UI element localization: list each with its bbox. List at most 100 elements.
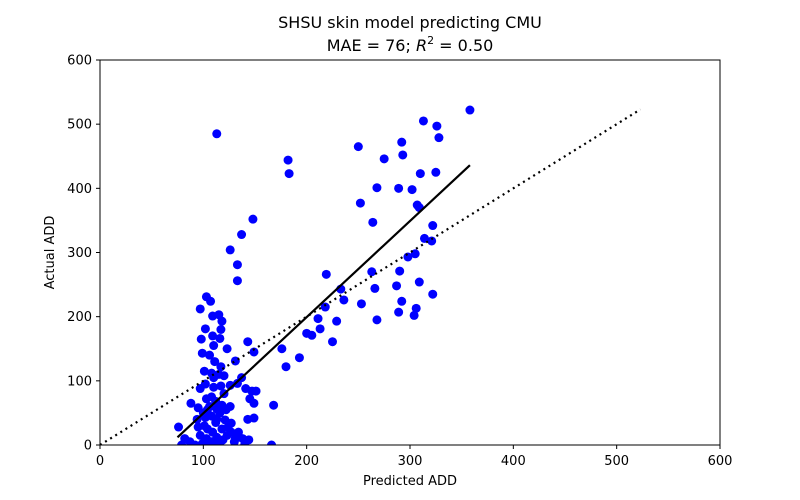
- data-point: [379, 154, 389, 164]
- data-point: [428, 221, 438, 231]
- regression-line: [176, 164, 471, 439]
- data-point: [397, 137, 407, 147]
- data-point: [313, 314, 323, 324]
- data-point: [355, 198, 365, 208]
- data-point: [225, 245, 235, 255]
- data-point: [237, 230, 247, 240]
- data-point: [372, 183, 382, 193]
- data-point: [418, 116, 428, 126]
- data-point: [215, 440, 225, 445]
- data-point: [307, 330, 317, 340]
- data-point: [222, 344, 232, 354]
- data-point: [315, 324, 325, 334]
- data-point: [230, 434, 240, 444]
- data-point: [370, 283, 380, 293]
- x-axis-label: Predicted ADD: [363, 474, 457, 489]
- data-point: [394, 183, 404, 193]
- data-point: [186, 398, 196, 408]
- data-point: [339, 295, 349, 305]
- data-point: [332, 316, 342, 326]
- data-point: [415, 169, 425, 179]
- x-tick-label: 200: [294, 454, 319, 469]
- data-point: [216, 362, 226, 372]
- data-point: [394, 307, 404, 317]
- data-point: [367, 267, 377, 277]
- data-point: [205, 350, 215, 360]
- x-tick-label: 0: [96, 454, 104, 469]
- data-point: [177, 440, 187, 445]
- data-point: [403, 252, 413, 262]
- data-point: [195, 304, 205, 314]
- data-point: [215, 408, 225, 418]
- x-tick-label: 500: [604, 454, 629, 469]
- data-point: [216, 325, 226, 334]
- chart-subtitle: MAE = 76; R2 = 0.50: [327, 34, 494, 55]
- data-point: [328, 337, 337, 347]
- data-point: [249, 398, 259, 408]
- data-point: [211, 418, 221, 428]
- data-point: [411, 303, 421, 313]
- data-point: [277, 344, 287, 354]
- identity-line: [100, 108, 642, 445]
- x-tick-label: 400: [501, 454, 526, 469]
- data-point: [414, 277, 424, 287]
- data-point: [267, 440, 277, 445]
- plot-frame: [99, 59, 721, 446]
- data-point: [397, 296, 407, 306]
- data-point: [281, 362, 291, 372]
- x-tick-label: 300: [398, 454, 423, 469]
- data-point: [431, 167, 441, 177]
- y-tick-label: 200: [67, 310, 92, 325]
- data-point: [249, 413, 259, 423]
- y-tick-label: 600: [67, 54, 92, 69]
- data-point: [210, 357, 220, 367]
- y-tick-label: 0: [84, 439, 92, 454]
- data-point: [419, 233, 429, 243]
- data-point: [372, 315, 382, 325]
- data-point: [195, 384, 205, 394]
- data-point: [284, 169, 294, 179]
- data-point: [196, 334, 206, 344]
- plot-area: [100, 105, 642, 445]
- y-axis-label: Actual ADD: [43, 216, 58, 290]
- data-point: [407, 185, 417, 195]
- data-point: [432, 121, 442, 131]
- data-point: [232, 276, 242, 286]
- data-point: [199, 366, 209, 376]
- data-point: [249, 347, 259, 357]
- data-point: [240, 440, 250, 445]
- data-point: [209, 382, 219, 392]
- data-point: [190, 440, 200, 445]
- data-point: [212, 129, 222, 139]
- data-point: [269, 400, 279, 410]
- data-point: [209, 373, 219, 383]
- x-tick-label: 100: [191, 454, 216, 469]
- data-point: [251, 386, 261, 396]
- data-point: [206, 296, 216, 306]
- subtitle-mae: MAE = 76;: [327, 36, 416, 55]
- y-tick-label: 400: [67, 182, 92, 197]
- data-point: [201, 394, 211, 404]
- data-point: [219, 371, 229, 381]
- data-point: [321, 269, 331, 279]
- data-point: [223, 422, 233, 432]
- subtitle-r-symbol: R: [416, 36, 427, 55]
- data-point: [208, 331, 218, 341]
- data-point: [193, 422, 203, 432]
- data-point: [356, 299, 366, 309]
- axis-ticks: 0 100 200 300 400 500 600 0 100 200 300 400 500 600: [67, 54, 732, 470]
- data-point: [232, 260, 242, 270]
- data-point: [428, 289, 438, 299]
- data-point: [174, 422, 184, 432]
- data-point: [465, 105, 475, 115]
- data-point: [409, 310, 419, 320]
- data-point: [197, 348, 207, 358]
- data-point: [215, 333, 225, 343]
- subtitle-r-exponent: 2: [427, 34, 434, 47]
- y-tick-label: 500: [67, 118, 92, 133]
- data-point: [216, 381, 226, 391]
- data-point: [320, 302, 330, 312]
- data-point: [225, 402, 235, 411]
